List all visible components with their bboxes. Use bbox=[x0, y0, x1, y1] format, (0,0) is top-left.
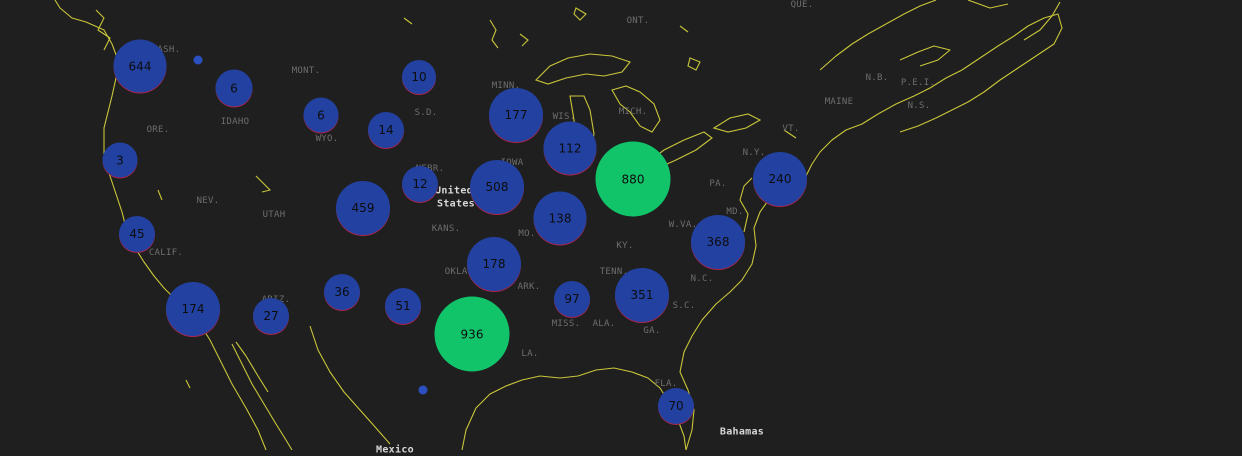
label-missouri: MO. bbox=[518, 229, 536, 239]
cluster-marker[interactable]: 177 bbox=[489, 88, 543, 142]
cluster-marker[interactable]: 6 bbox=[303, 97, 339, 133]
label-oklahoma: OKLA. bbox=[444, 267, 474, 277]
cluster-count: 138 bbox=[548, 211, 572, 225]
cluster-count: 177 bbox=[504, 108, 528, 122]
label-oregon: ORE. bbox=[146, 125, 170, 135]
cluster-marker[interactable]: 70 bbox=[658, 388, 694, 424]
cluster-marker[interactable]: 351 bbox=[615, 268, 669, 322]
label-north-carolina: N.C. bbox=[690, 274, 714, 284]
cluster-marker[interactable]: 6 bbox=[215, 69, 253, 107]
label-south-dakota: S.D. bbox=[414, 108, 438, 118]
label-maryland: MD. bbox=[726, 207, 744, 217]
cluster-marker[interactable]: 112 bbox=[543, 121, 597, 175]
label-west-virginia: W.VA. bbox=[668, 220, 698, 230]
cluster-count: 644 bbox=[128, 59, 152, 73]
cluster-marker[interactable]: 936 bbox=[434, 296, 510, 372]
cluster-marker[interactable]: 45 bbox=[119, 216, 155, 252]
label-new-brunswick: N.B. bbox=[865, 73, 889, 83]
label-louisiana: LA. bbox=[521, 349, 539, 359]
label-mississippi: MISS. bbox=[551, 319, 581, 329]
point-marker[interactable] bbox=[418, 385, 428, 395]
cluster-count: 10 bbox=[411, 70, 427, 84]
cluster-count: 45 bbox=[129, 227, 145, 241]
label-utah: UTAH bbox=[262, 210, 286, 220]
label-nova-scotia: N.S. bbox=[907, 101, 931, 111]
label-states: States bbox=[437, 198, 475, 210]
label-pennsylvania: PA. bbox=[709, 179, 727, 189]
cluster-count: 459 bbox=[351, 201, 375, 215]
label-nevada: NEV. bbox=[196, 196, 220, 206]
cluster-marker[interactable]: 10 bbox=[402, 60, 436, 94]
label-kansas: KANS. bbox=[431, 224, 461, 234]
label-united: United bbox=[435, 185, 473, 197]
label-vermont: VT. bbox=[782, 124, 800, 134]
cluster-marker[interactable]: 459 bbox=[336, 181, 390, 235]
cluster-count: 178 bbox=[482, 257, 506, 271]
cluster-marker[interactable]: 36 bbox=[324, 274, 360, 310]
cluster-count: 70 bbox=[668, 399, 684, 413]
label-new-york: N.Y. bbox=[742, 148, 766, 158]
cluster-marker[interactable]: 12 bbox=[402, 166, 438, 202]
label-washington: WASH. bbox=[151, 45, 181, 55]
cluster-marker[interactable]: 3 bbox=[102, 142, 138, 178]
cluster-marker[interactable]: 138 bbox=[533, 191, 587, 245]
label-tennessee: TENN. bbox=[599, 267, 629, 277]
cluster-marker[interactable]: 644 bbox=[113, 39, 167, 93]
cluster-count: 880 bbox=[621, 172, 645, 186]
cluster-marker[interactable]: 97 bbox=[554, 281, 590, 317]
label-idaho: IDAHO bbox=[220, 117, 250, 127]
cluster-count: 36 bbox=[334, 285, 350, 299]
cluster-marker[interactable]: 14 bbox=[368, 112, 404, 148]
cluster-count: 51 bbox=[395, 299, 411, 313]
cluster-count: 6 bbox=[317, 108, 325, 122]
point-marker[interactable] bbox=[193, 55, 203, 65]
cluster-count: 508 bbox=[485, 180, 509, 194]
label-iowa: IOWA bbox=[500, 158, 524, 168]
cluster-marker[interactable]: 174 bbox=[166, 282, 220, 336]
label-ontario: ONT. bbox=[626, 16, 650, 26]
label-minnesota: MINN. bbox=[491, 81, 521, 91]
cluster-count: 12 bbox=[412, 177, 428, 191]
label-wisconsin: WIS. bbox=[552, 112, 576, 122]
cluster-count: 6 bbox=[230, 81, 238, 95]
label-south-carolina: S.C. bbox=[672, 301, 696, 311]
cluster-count: 174 bbox=[181, 302, 205, 316]
label-prince-edward-island: P.E.I. bbox=[900, 78, 936, 88]
cluster-marker[interactable]: 240 bbox=[753, 152, 807, 206]
cluster-count: 368 bbox=[706, 235, 730, 249]
label-arkansas: ARK. bbox=[517, 282, 541, 292]
label-georgia: GA. bbox=[643, 326, 661, 336]
label-michigan: MICH. bbox=[618, 107, 648, 117]
cluster-marker[interactable]: 51 bbox=[385, 288, 421, 324]
cluster-count: 3 bbox=[116, 153, 124, 167]
label-florida: FLA. bbox=[654, 379, 678, 389]
cluster-count: 936 bbox=[460, 327, 484, 341]
cluster-count: 27 bbox=[263, 309, 279, 323]
cluster-count: 112 bbox=[558, 141, 582, 155]
cluster-count: 97 bbox=[564, 292, 580, 306]
cluster-marker[interactable]: 178 bbox=[467, 237, 521, 291]
label-wyoming: WYO. bbox=[315, 134, 339, 144]
cluster-marker[interactable]: 880 bbox=[595, 141, 671, 217]
cluster-count: 14 bbox=[378, 123, 394, 137]
label-mexico: Mexico bbox=[376, 444, 414, 456]
label-maine: MAINE bbox=[824, 97, 854, 107]
label-bahamas: Bahamas bbox=[719, 426, 765, 438]
cluster-marker[interactable]: 508 bbox=[470, 160, 524, 214]
label-quebec: QUE. bbox=[790, 0, 814, 10]
cluster-marker[interactable]: 27 bbox=[253, 298, 289, 334]
label-montana: MONT. bbox=[291, 66, 321, 76]
cluster-count: 351 bbox=[630, 288, 654, 302]
cluster-count: 240 bbox=[768, 172, 792, 186]
label-alabama: ALA. bbox=[592, 319, 616, 329]
cluster-marker[interactable]: 368 bbox=[691, 215, 745, 269]
label-california: CALIF. bbox=[148, 248, 184, 258]
label-kentucky: KY. bbox=[616, 241, 634, 251]
